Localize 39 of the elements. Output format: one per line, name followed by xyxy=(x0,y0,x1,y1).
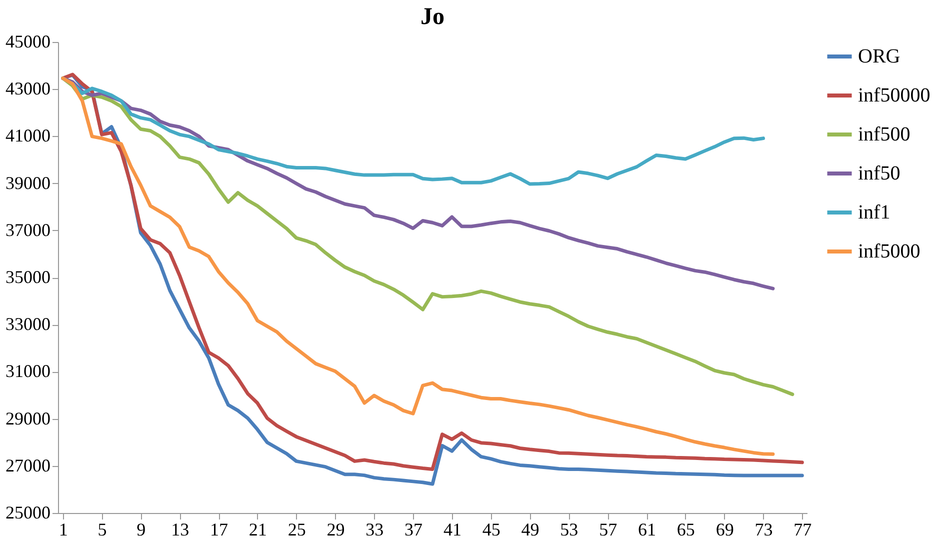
y-tick-label: 29000 xyxy=(6,408,50,428)
x-tick-label: 69 xyxy=(716,520,734,540)
legend-label: inf50 xyxy=(858,162,900,184)
y-tick-label: 43000 xyxy=(6,78,50,99)
x-tick-label: 21 xyxy=(248,520,267,540)
y-tick-label: 27000 xyxy=(6,455,50,476)
x-tick-label: 53 xyxy=(560,520,578,540)
x-tick-label: 25 xyxy=(288,520,306,540)
x-tick-label: 49 xyxy=(521,520,540,540)
x-tick-label: 5 xyxy=(98,520,107,540)
x-tick-label: 57 xyxy=(599,520,618,540)
y-tick-label: 41000 xyxy=(6,126,50,146)
x-tick-label: 37 xyxy=(404,520,423,540)
y-tick-label: 25000 xyxy=(6,502,50,522)
x-tick-label: 61 xyxy=(638,520,656,540)
y-tick-label: 35000 xyxy=(6,267,50,287)
x-tick-label: 73 xyxy=(754,520,773,540)
legend-label: inf500 xyxy=(858,124,910,146)
y-tick-label: 45000 xyxy=(6,32,50,52)
x-tick-label: 65 xyxy=(676,520,695,540)
x-tick-label: 17 xyxy=(210,520,228,540)
x-tick-label: 33 xyxy=(366,520,384,540)
x-tick-label: 29 xyxy=(326,520,345,540)
legend-label: inf50000 xyxy=(858,84,930,106)
legend-label: inf1 xyxy=(858,202,890,224)
x-tick-label: 1 xyxy=(58,520,68,540)
legend-label: inf5000 xyxy=(858,240,920,262)
legend-label: ORG xyxy=(858,46,900,68)
y-tick-label: 37000 xyxy=(6,220,50,240)
x-tick-label: 9 xyxy=(136,520,146,540)
x-tick-label: 41 xyxy=(443,520,462,540)
line-series xyxy=(61,76,775,290)
x-tick-label: 77 xyxy=(794,520,812,540)
chart-title: Jo xyxy=(420,4,444,30)
y-tick-label: 31000 xyxy=(6,361,50,382)
y-tick-label: 33000 xyxy=(6,314,50,334)
y-tick-label: 39000 xyxy=(6,172,50,193)
x-tick-label: 45 xyxy=(482,520,500,540)
x-tick-label: 13 xyxy=(171,520,190,540)
